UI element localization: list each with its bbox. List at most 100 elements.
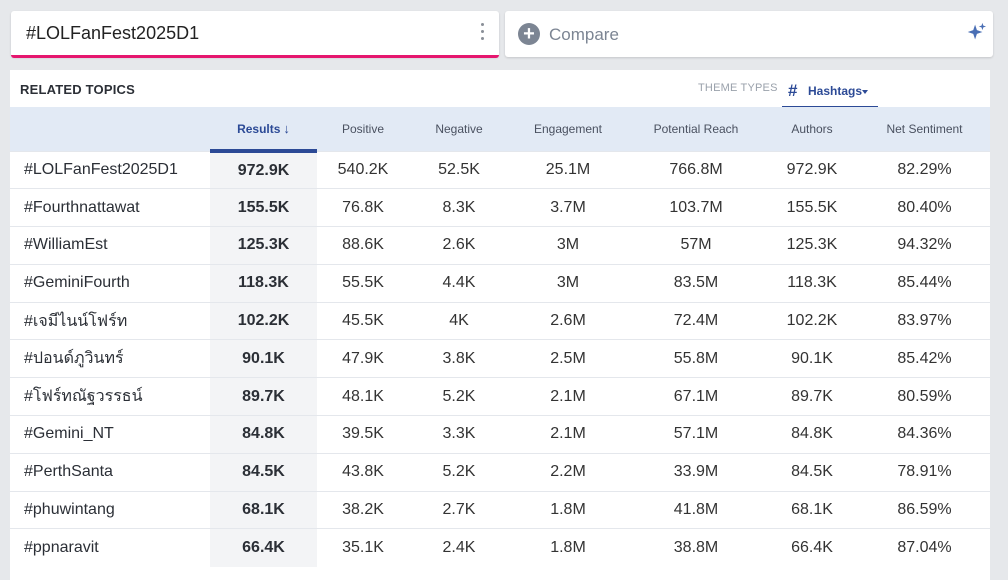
plus-circle-icon[interactable]: + bbox=[518, 23, 540, 45]
cell-negative: 4K bbox=[449, 312, 469, 330]
column-header-authors[interactable]: Authors bbox=[791, 121, 833, 136]
panel-title: RELATED TOPICS bbox=[20, 82, 135, 97]
column-header-negative[interactable]: Negative bbox=[435, 121, 483, 136]
compare-label[interactable]: Compare bbox=[549, 25, 619, 44]
table-row[interactable]: #LOLFanFest2025D1 972.9K 540.2K 52.5K 25.1M 7… bbox=[10, 151, 990, 189]
cell-negative: 3.3K bbox=[442, 425, 476, 443]
cell-engagement: 3M bbox=[556, 274, 580, 292]
cell-positive: 540.2K bbox=[337, 160, 389, 178]
related-topics-panel: RELATED TOPICS THEME TYPES # Hashtags Re… bbox=[10, 70, 990, 580]
column-header-net-sentiment[interactable]: Net Sentiment bbox=[886, 121, 963, 136]
cell-positive: 55.5K bbox=[342, 274, 384, 292]
cell-topic[interactable]: #โฟร์ทณัฐวรรธน์ bbox=[24, 388, 143, 406]
cell-topic[interactable]: #Gemini_NT bbox=[24, 425, 114, 443]
cell-positive: 39.5K bbox=[342, 425, 384, 443]
cell-engagement: 2.6M bbox=[550, 312, 586, 330]
cell-results: 84.8K bbox=[210, 415, 317, 454]
compare-bar[interactable]: + Compare bbox=[505, 11, 993, 57]
cell-negative: 52.5K bbox=[438, 160, 480, 178]
cell-engagement: 3M bbox=[556, 236, 580, 254]
cell-authors: 155.5K bbox=[786, 198, 838, 216]
cell-negative: 5.2K bbox=[442, 387, 476, 405]
cell-sentiment: 78.91% bbox=[897, 463, 952, 481]
column-header-topic bbox=[10, 107, 210, 151]
cell-positive: 43.8K bbox=[342, 463, 384, 481]
cell-sentiment: 82.29% bbox=[897, 160, 952, 178]
search-bar[interactable]: #LOLFanFest2025D1 bbox=[11, 11, 499, 58]
cell-topic[interactable]: #ppnaravit bbox=[24, 539, 99, 557]
cell-reach: 57M bbox=[680, 236, 712, 254]
related-topics-table: Results ↓ Positive Negative Engagement Po… bbox=[10, 107, 990, 567]
cell-topic[interactable]: #ปอนด์ภูวินทร์ bbox=[24, 350, 124, 368]
cell-topic[interactable]: #เจมีไนน์โฟร์ท bbox=[24, 312, 128, 330]
cell-reach: 41.8M bbox=[673, 501, 719, 519]
cell-engagement: 3.7M bbox=[550, 198, 586, 216]
more-vertical-icon[interactable] bbox=[479, 23, 485, 43]
chevron-down-icon bbox=[862, 90, 868, 94]
cell-sentiment: 85.42% bbox=[897, 349, 952, 367]
cell-authors: 68.1K bbox=[791, 501, 833, 519]
cell-topic[interactable]: #PerthSanta bbox=[24, 463, 113, 481]
column-header-results[interactable]: Results ↓ bbox=[210, 107, 317, 153]
cell-topic[interactable]: #Fourthnattawat bbox=[24, 198, 140, 216]
cell-reach: 766.8M bbox=[669, 160, 723, 178]
table-row[interactable]: #PerthSanta 84.5K 43.8K 5.2K 2.2M 33.9M 84.5K 7… bbox=[10, 453, 990, 492]
cell-authors: 89.7K bbox=[791, 387, 833, 405]
table-row[interactable]: #เจมีไนน์โฟร์ท 102.2K 45.5K 4K 2.6M 72.4M 102.… bbox=[10, 302, 990, 340]
cell-topic[interactable]: #phuwintang bbox=[24, 501, 115, 519]
cell-positive: 88.6K bbox=[342, 236, 384, 254]
cell-results: 125.3K bbox=[210, 226, 317, 265]
table-row[interactable]: #ปอนด์ภูวินทร์ 90.1K 47.9K 3.8K 2.5M 55.8M 90.… bbox=[10, 339, 990, 378]
table-row[interactable]: #GeminiFourth 118.3K 55.5K 4.4K 3M 83.5M 118.3… bbox=[10, 264, 990, 303]
hashtag-icon: # bbox=[788, 81, 798, 100]
cell-reach: 103.7M bbox=[669, 198, 723, 216]
table-row[interactable]: #Fourthnattawat 155.5K 76.8K 8.3K 3.7M 103.7M… bbox=[10, 188, 990, 227]
cell-authors: 972.9K bbox=[786, 160, 838, 178]
cell-topic[interactable]: #WilliamEst bbox=[24, 236, 108, 254]
cell-reach: 57.1M bbox=[673, 425, 719, 443]
cell-authors: 84.5K bbox=[791, 463, 833, 481]
cell-negative: 5.2K bbox=[442, 463, 476, 481]
cell-reach: 67.1M bbox=[673, 387, 719, 405]
cell-results: 90.1K bbox=[210, 339, 317, 378]
cell-negative: 2.6K bbox=[442, 236, 476, 254]
cell-engagement: 1.8M bbox=[550, 501, 586, 519]
cell-sentiment: 94.32% bbox=[897, 236, 952, 254]
search-query[interactable]: #LOLFanFest2025D1 bbox=[26, 23, 200, 43]
cell-topic[interactable]: #LOLFanFest2025D1 bbox=[24, 160, 178, 178]
cell-positive: 35.1K bbox=[342, 539, 384, 557]
cell-negative: 2.4K bbox=[442, 539, 476, 557]
table-row[interactable]: #Gemini_NT 84.8K 39.5K 3.3K 2.1M 57.1M 84.8K 84… bbox=[10, 415, 990, 454]
cell-positive: 76.8K bbox=[342, 198, 384, 216]
cell-reach: 55.8M bbox=[673, 349, 719, 367]
column-header-positive[interactable]: Positive bbox=[341, 121, 385, 136]
cell-sentiment: 84.36% bbox=[897, 425, 952, 443]
cell-engagement: 2.2M bbox=[550, 463, 586, 481]
cell-negative: 3.8K bbox=[442, 349, 476, 367]
table-row[interactable]: #phuwintang 68.1K 38.2K 2.7K 1.8M 41.8M 68.1K 8… bbox=[10, 491, 990, 529]
cell-topic[interactable]: #GeminiFourth bbox=[24, 274, 130, 292]
cell-authors: 118.3K bbox=[787, 274, 837, 292]
cell-results: 118.3K bbox=[210, 264, 317, 303]
cell-authors: 102.2K bbox=[786, 312, 838, 330]
arrow-down-icon: ↓ bbox=[283, 120, 290, 136]
table-row[interactable]: #โฟร์ทณัฐวรรธน์ 89.7K 48.1K 5.2K 2.1M 67.1M 89… bbox=[10, 377, 990, 416]
cell-sentiment: 85.44% bbox=[897, 274, 952, 292]
cell-results: 84.5K bbox=[210, 453, 317, 492]
cell-engagement: 2.1M bbox=[550, 425, 586, 443]
cell-engagement: 1.8M bbox=[550, 539, 586, 557]
cell-sentiment: 83.97% bbox=[897, 312, 952, 330]
table-row[interactable]: #ppnaravit 66.4K 35.1K 2.4K 1.8M 38.8M 66.4K 87… bbox=[10, 528, 990, 567]
theme-types-label: THEME TYPES bbox=[698, 82, 778, 94]
cell-positive: 48.1K bbox=[342, 387, 384, 405]
sparkle-icon[interactable] bbox=[965, 21, 987, 43]
cell-reach: 83.5M bbox=[673, 274, 719, 292]
column-header-engagement[interactable]: Engagement bbox=[533, 121, 603, 136]
table-row[interactable]: #WilliamEst 125.3K 88.6K 2.6K 3M 57M 125.3K 94.… bbox=[10, 226, 990, 265]
cell-reach: 33.9M bbox=[673, 463, 719, 481]
cell-reach: 72.4M bbox=[673, 312, 719, 330]
theme-type-dropdown[interactable]: # Hashtags bbox=[782, 76, 878, 109]
cell-authors: 66.4K bbox=[791, 539, 833, 557]
cell-engagement: 25.1M bbox=[545, 160, 591, 178]
column-header-potential-reach[interactable]: Potential Reach bbox=[653, 121, 739, 136]
